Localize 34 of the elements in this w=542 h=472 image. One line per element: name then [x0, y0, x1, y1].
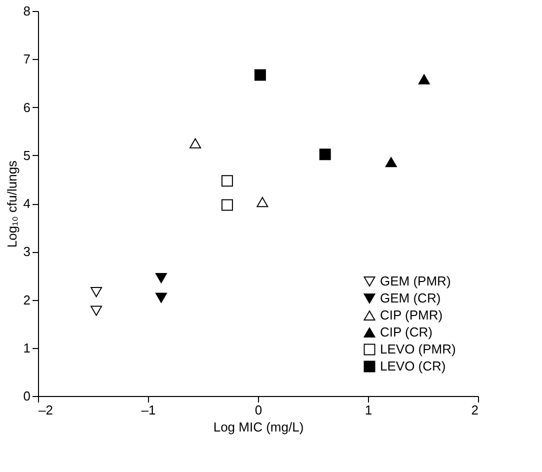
y-tick-label: 1	[23, 340, 30, 356]
point	[155, 273, 167, 284]
point	[319, 148, 331, 160]
legend-label: CIP (PMR)	[380, 308, 443, 322]
legend-label: GEM (PMR)	[380, 274, 451, 288]
point	[155, 292, 167, 303]
point	[221, 199, 233, 211]
legend-label: LEVO (PMR)	[380, 342, 456, 356]
y-tick-label: 2	[23, 292, 30, 308]
y-tick-label: 4	[23, 196, 30, 211]
point	[385, 157, 397, 168]
point	[254, 69, 266, 81]
x-tick-label: 2	[471, 402, 478, 418]
legend-label: CIP (CR)	[380, 324, 432, 340]
point	[256, 197, 268, 208]
legend-label: GEM (CR)	[380, 290, 441, 306]
legend-label: LEVO (CR)	[380, 358, 446, 374]
point	[190, 138, 202, 148]
y-tick-label: 0	[23, 388, 30, 404]
point	[90, 306, 102, 316]
y-tick-label: 8	[23, 4, 30, 18]
x-axis-title: Log MIC (mg/L)	[213, 420, 304, 434]
y-axis-title: Log₁₀ cfu/lungs	[4, 160, 20, 248]
x-tick-label: 1	[364, 402, 372, 418]
point	[418, 74, 430, 84]
x-tick-label: 0	[254, 402, 262, 418]
point	[90, 287, 102, 298]
y-tick-label: 5	[23, 148, 30, 163]
y-tick-label: 3	[23, 244, 30, 260]
y-tick-label: 7	[23, 52, 30, 67]
point	[221, 175, 233, 187]
x-tick-label: –1	[141, 402, 156, 418]
y-tick-label: 6	[23, 100, 30, 115]
x-tick-label: –2	[38, 402, 53, 418]
